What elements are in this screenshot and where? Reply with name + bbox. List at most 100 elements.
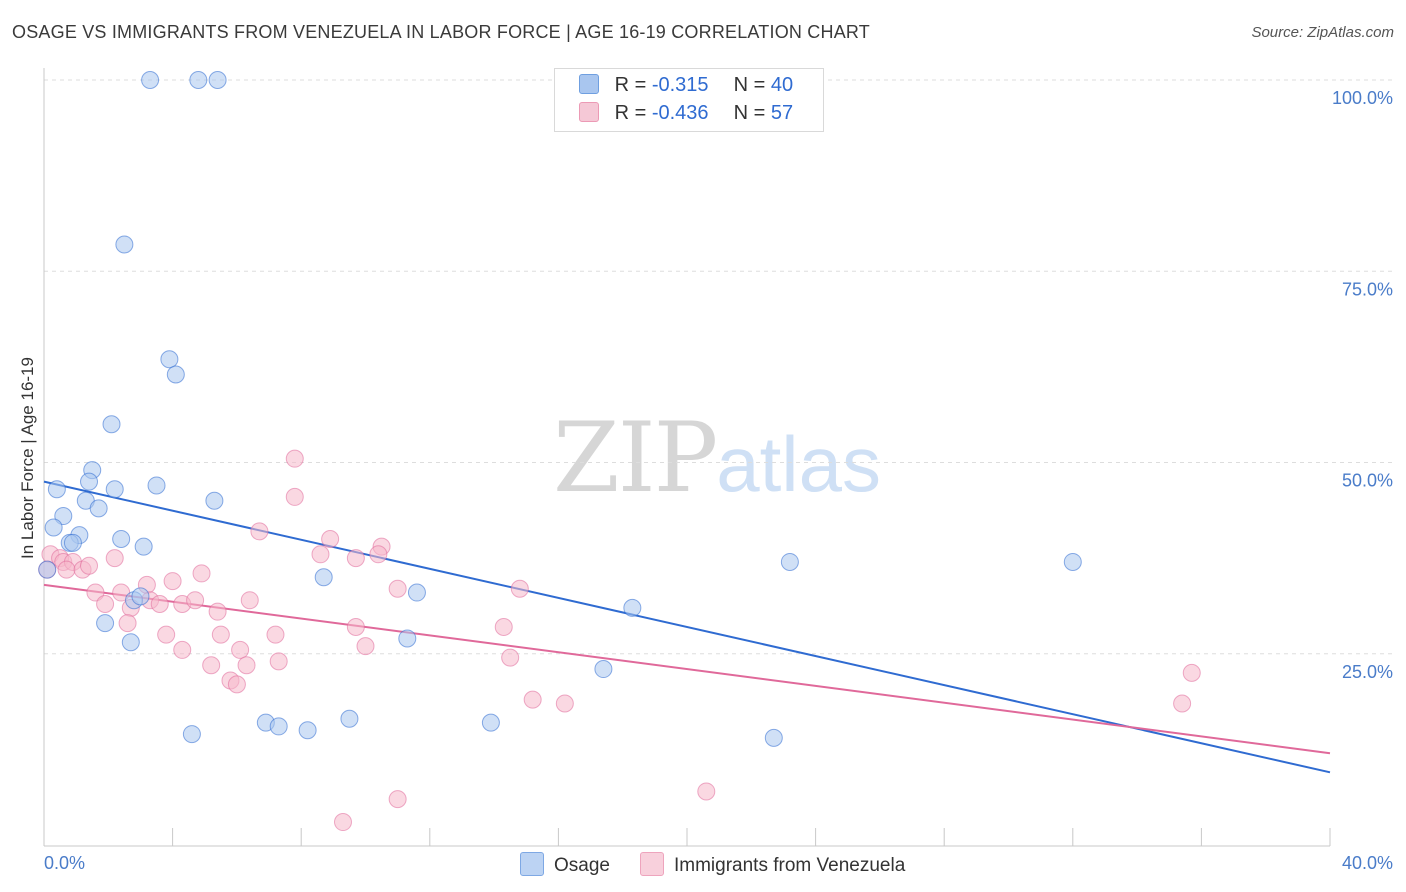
point-osage	[147, 476, 166, 495]
series-label-osage: Osage	[554, 855, 610, 876]
point-osage	[205, 491, 224, 510]
point-venezuela	[266, 625, 285, 644]
point-osage	[134, 537, 153, 556]
point-venezuela	[510, 579, 529, 598]
y-tick-label: 75.0%	[1342, 279, 1393, 299]
series-swatch-osage	[520, 852, 544, 876]
legend-r-label: R =	[614, 102, 647, 124]
point-osage	[764, 728, 783, 747]
point-osage	[160, 350, 179, 369]
point-venezuela	[96, 595, 115, 614]
watermark: ZIPatlas	[553, 402, 881, 514]
point-osage	[131, 587, 150, 606]
legend-n-label: N =	[733, 74, 766, 96]
point-venezuela	[237, 656, 256, 675]
point-osage	[407, 583, 426, 602]
point-venezuela	[192, 564, 211, 583]
point-osage	[115, 235, 134, 254]
point-venezuela	[523, 690, 542, 709]
point-osage	[141, 71, 160, 89]
legend-n-label: N =	[733, 102, 766, 124]
legend-r-label: R =	[614, 74, 647, 96]
point-venezuela	[150, 595, 169, 614]
point-osage	[182, 725, 201, 744]
point-osage	[298, 721, 317, 740]
point-venezuela	[356, 637, 375, 656]
point-venezuela	[321, 530, 340, 548]
point-venezuela	[555, 694, 574, 713]
point-venezuela	[163, 572, 182, 591]
point-osage	[121, 633, 140, 652]
source-label: Source: ZipAtlas.com	[1251, 24, 1394, 41]
series-swatch-venezuela	[640, 852, 664, 876]
watermark-zip: ZIP	[553, 402, 718, 514]
point-venezuela	[173, 640, 192, 659]
point-osage	[105, 480, 124, 499]
point-venezuela	[388, 579, 407, 598]
series-label-venezuela: Immigrants from Venezuela	[674, 855, 906, 876]
point-osage	[102, 415, 121, 434]
legend-r-value: -0.315	[651, 74, 709, 96]
point-osage	[269, 717, 288, 736]
x-tick-labels: 0.0% 40.0%	[44, 853, 1393, 873]
point-osage	[54, 507, 73, 526]
y-tick-label: 100.0%	[1332, 88, 1393, 108]
correlation-legend: R = -0.315 N = 40 R = -0.436 N = 57	[554, 68, 824, 132]
point-venezuela	[208, 602, 227, 621]
point-osage	[96, 614, 115, 633]
point-venezuela	[118, 614, 137, 633]
trend-lines	[43, 480, 1331, 774]
point-venezuela	[311, 545, 330, 564]
point-venezuela	[1173, 694, 1192, 713]
point-osage	[44, 518, 63, 537]
legend-row-venezuela: R = -0.436 N = 57	[579, 102, 793, 128]
point-osage	[80, 472, 99, 491]
point-venezuela	[501, 648, 520, 667]
point-venezuela	[369, 545, 388, 564]
point-venezuela	[80, 556, 99, 575]
point-venezuela	[227, 675, 246, 694]
point-venezuela	[285, 449, 304, 468]
point-venezuela	[494, 617, 513, 636]
x-tick-label-max: 40.0%	[1342, 853, 1393, 873]
point-osage	[208, 71, 227, 89]
point-venezuela	[697, 782, 716, 801]
y-tick-label: 25.0%	[1342, 662, 1393, 682]
point-osage	[594, 660, 613, 679]
point-osage	[166, 365, 185, 384]
legend-r-value: -0.436	[651, 102, 709, 124]
legend-row-osage: R = -0.315 N = 40	[579, 74, 793, 100]
point-osage	[89, 499, 108, 518]
series-legend: Osage Immigrants from Venezuela	[0, 852, 1406, 878]
point-osage	[780, 552, 799, 571]
legend-n-value: 57	[770, 102, 794, 124]
point-osage	[189, 71, 208, 89]
point-venezuela	[269, 652, 288, 671]
point-venezuela	[240, 591, 259, 610]
series-legend-venezuela: Immigrants from Venezuela	[640, 852, 905, 877]
legend-n-value: 40	[770, 74, 794, 96]
point-venezuela	[86, 583, 105, 602]
point-venezuela	[211, 625, 230, 644]
point-venezuela	[285, 487, 304, 506]
point-osage	[398, 629, 417, 648]
point-osage	[38, 560, 57, 579]
point-venezuela	[1182, 663, 1201, 682]
legend-swatch-venezuela	[579, 102, 599, 122]
point-venezuela	[157, 625, 176, 644]
series-legend-osage: Osage	[520, 852, 610, 877]
point-venezuela	[186, 591, 205, 610]
point-venezuela	[346, 617, 365, 636]
point-venezuela	[346, 549, 365, 568]
point-venezuela	[333, 813, 352, 832]
point-venezuela	[231, 640, 250, 659]
data-points	[38, 71, 1201, 832]
point-venezuela	[250, 522, 269, 541]
point-osage	[623, 598, 642, 617]
point-osage	[47, 480, 66, 499]
point-osage	[314, 568, 333, 587]
point-venezuela	[202, 656, 221, 675]
point-venezuela	[57, 560, 76, 579]
point-osage	[481, 713, 500, 732]
